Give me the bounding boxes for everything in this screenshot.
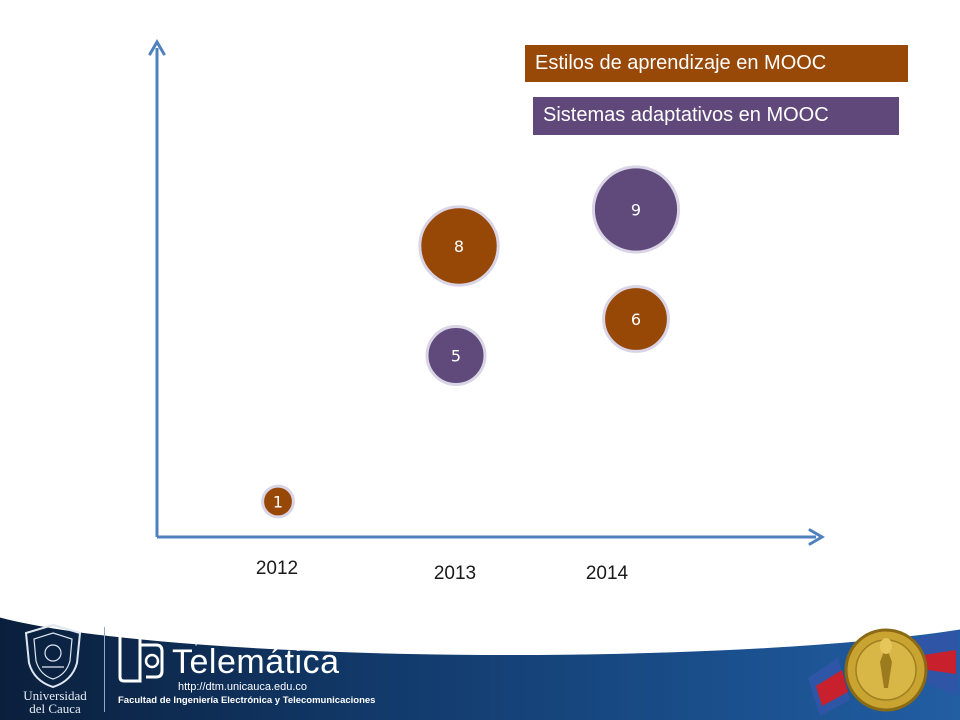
x-tick-label-2014: 2014 [585,563,629,584]
bubble-2012-estilos: 1 [261,484,295,519]
bubble-marker [418,205,500,287]
department-prefix: Departamento de [178,631,279,646]
footer-divider [104,627,105,712]
bubble-value-label: 9 [631,201,641,220]
university-name-line1: Universidad [23,688,87,703]
x-axis-arrow [808,528,825,546]
accreditation-medal-icon [808,628,958,716]
bubble-2014-sistemas: 9 [591,165,681,254]
bubble-value-label: 8 [454,237,464,256]
bubble-layer: 1 8 6 5 9 [261,165,681,519]
telematica-logo-icon [118,631,164,683]
y-axis-arrow [148,39,166,56]
bubble-2013-estilos: 8 [418,205,500,287]
footer-banner: Universidad del Cauca Departamento de Te… [0,595,960,720]
department-name: Telemática [172,643,340,681]
university-crest-icon [24,623,82,689]
bubble-value-label: 6 [631,310,641,329]
chart-axes [148,39,825,546]
legend-item-estilos: Estilos de aprendizaje en MOOC [525,45,908,82]
department-url: http://dtm.unicauca.edu.co [178,681,308,693]
legend-item-sistemas: Sistemas adaptativos en MOOC [533,97,899,135]
bubble-2014-estilos: 6 [602,285,670,353]
bubble-value-label: 5 [451,347,461,366]
faculty-name: Facultad de Ingeniería Electrónica y Tel… [118,695,376,706]
university-name-line2: del Cauca [29,701,81,716]
bubble-marker [591,165,681,254]
x-tick-label-2012: 2012 [255,558,299,579]
bubble-2013-sistemas: 5 [425,325,487,386]
bubble-marker [602,285,670,353]
bubble-value-label: 1 [273,493,283,512]
x-tick-label-2013: 2013 [433,563,477,584]
bubble-marker [425,325,487,386]
bubble-marker [261,484,295,519]
bubble-chart: 1 8 6 5 9 [148,39,825,546]
